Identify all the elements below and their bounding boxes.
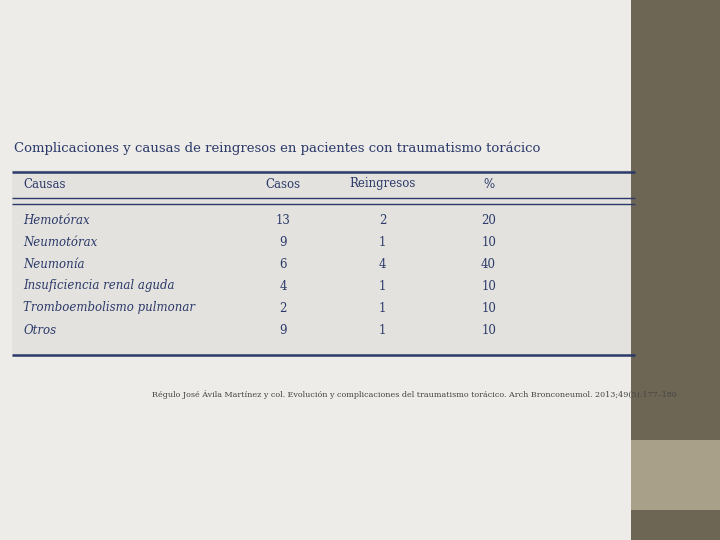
- Text: Causas: Causas: [23, 178, 66, 191]
- Bar: [631, 440, 720, 510]
- Text: %: %: [483, 178, 494, 191]
- Text: 2: 2: [279, 301, 287, 314]
- Bar: [631, 510, 720, 540]
- Text: 40: 40: [481, 258, 496, 271]
- Text: Tromboembolismo pulmonar: Tromboembolismo pulmonar: [23, 301, 195, 314]
- Text: Casos: Casos: [266, 178, 300, 191]
- Text: 1: 1: [379, 280, 387, 293]
- Text: 4: 4: [279, 280, 287, 293]
- Text: 13: 13: [276, 213, 290, 226]
- Text: 10: 10: [481, 301, 496, 314]
- Text: 4: 4: [379, 258, 387, 271]
- Text: Régulo José Ávila Martínez y col. Evolución y complicaciones del traumatismo tor: Régulo José Ávila Martínez y col. Evoluc…: [152, 390, 677, 399]
- Text: 1: 1: [379, 235, 387, 248]
- Text: Hemotórax: Hemotórax: [23, 213, 90, 226]
- Text: 9: 9: [279, 323, 287, 336]
- Bar: [12, 170, 635, 357]
- Text: 1: 1: [379, 301, 387, 314]
- Text: Reingresos: Reingresos: [349, 178, 416, 191]
- Text: 10: 10: [481, 235, 496, 248]
- Text: 10: 10: [481, 323, 496, 336]
- Text: Complicaciones y causas de reingresos en pacientes con traumatismo torácico: Complicaciones y causas de reingresos en…: [14, 141, 541, 155]
- Text: Neumotórax: Neumotórax: [23, 235, 97, 248]
- Text: 20: 20: [481, 213, 496, 226]
- Bar: [631, 0, 720, 440]
- Text: Neumonía: Neumonía: [23, 258, 85, 271]
- Text: 1: 1: [379, 323, 387, 336]
- Text: Insuficiencia renal aguda: Insuficiencia renal aguda: [23, 280, 175, 293]
- Text: 9: 9: [279, 235, 287, 248]
- Text: 6: 6: [279, 258, 287, 271]
- Text: Otros: Otros: [23, 323, 56, 336]
- Text: 2: 2: [379, 213, 387, 226]
- Text: 10: 10: [481, 280, 496, 293]
